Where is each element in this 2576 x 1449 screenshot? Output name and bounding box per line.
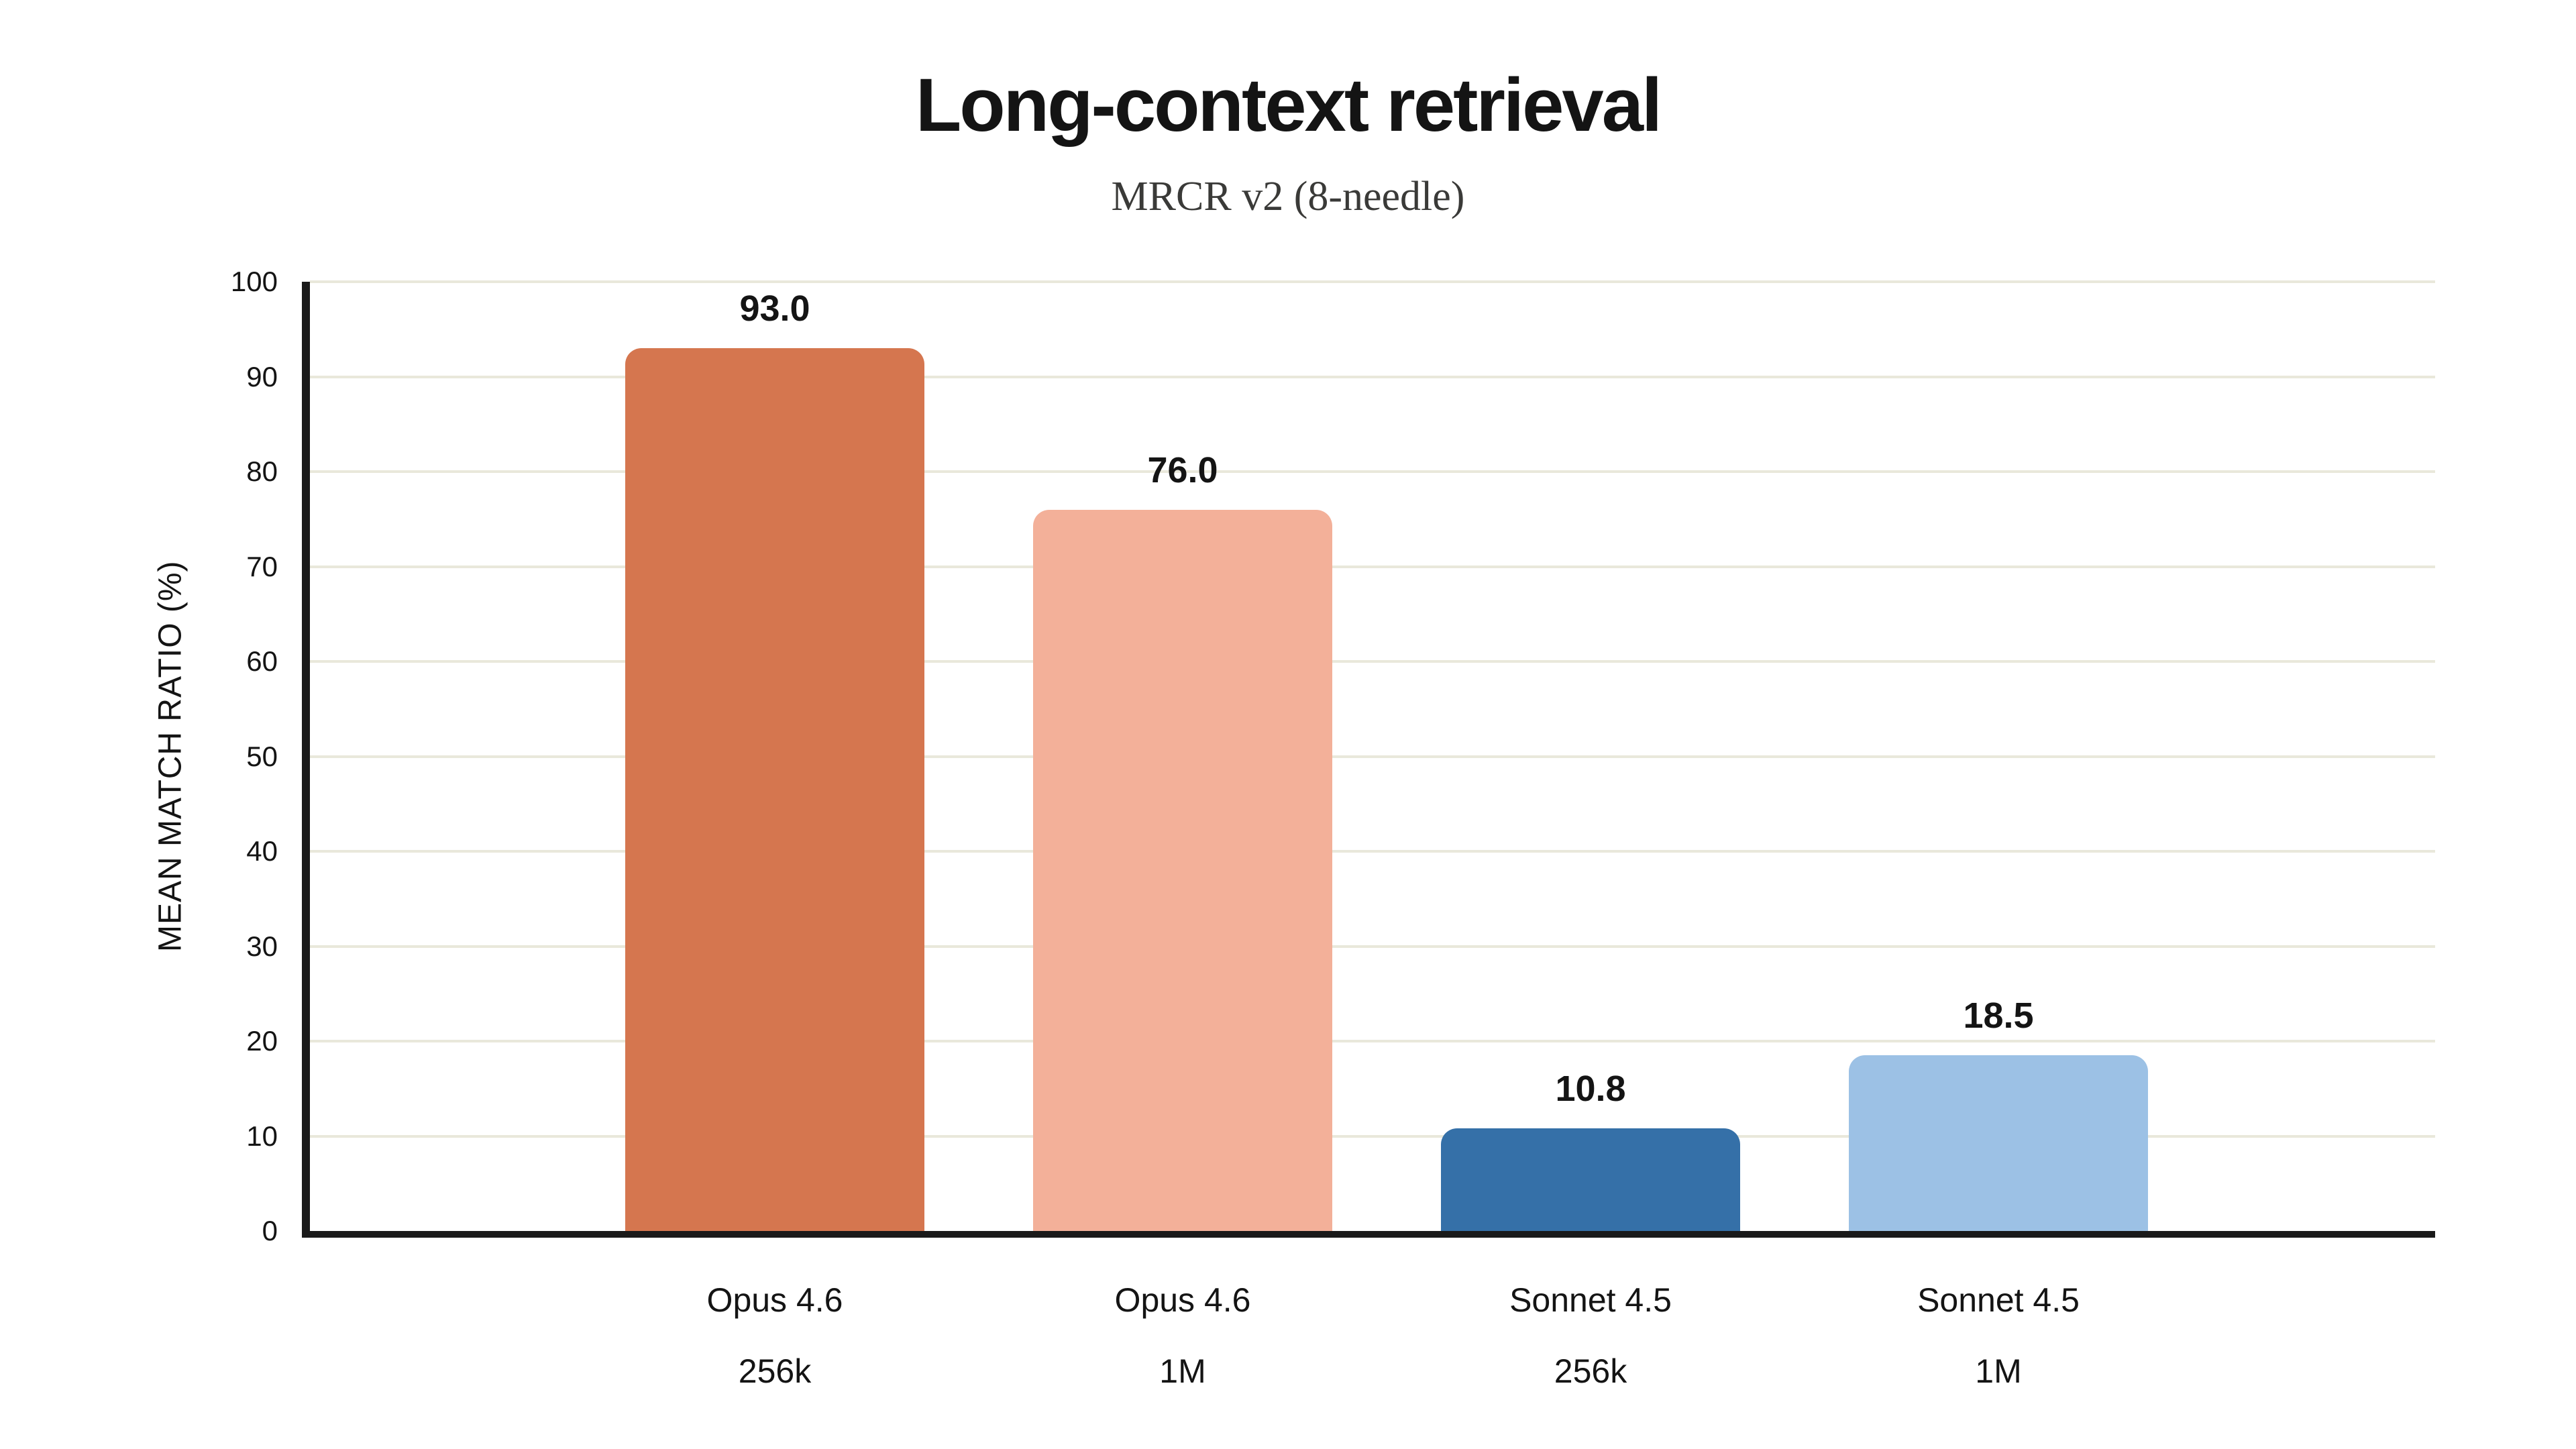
- plot-area: MEAN MATCH RATIO (%) 0 10 20 30 40 50 60 70 80 90…: [153, 268, 2435, 1388]
- x-tick-label: Sonnet 4.5 1M: [1849, 1283, 2148, 1388]
- y-tick-label: 100: [230, 266, 278, 297]
- gridline: [310, 565, 2435, 568]
- bar-value-label: 10.8: [1555, 1069, 1626, 1110]
- gridline: [310, 1134, 2435, 1138]
- gridline: [310, 945, 2435, 948]
- y-tick-label: 60: [246, 645, 278, 677]
- y-tick-label: 20: [246, 1025, 278, 1057]
- bar-value-label: 76.0: [1147, 449, 1218, 490]
- x-tick-category: Opus 4.6: [1114, 1281, 1251, 1319]
- x-tick-category: Sonnet 4.5: [1917, 1281, 2080, 1319]
- y-tick-label: 40: [246, 835, 278, 867]
- bar: [625, 348, 924, 1231]
- x-tick-context-size: 1M: [1159, 1352, 1206, 1390]
- gridline: [310, 660, 2435, 663]
- bar-value-label: 18.5: [1963, 996, 2034, 1036]
- gridline: [310, 470, 2435, 473]
- chart-title: Long-context retrieval: [915, 63, 1662, 147]
- gridline: [310, 755, 2435, 758]
- gridline: [310, 280, 2435, 283]
- y-tick-label: 30: [246, 930, 278, 962]
- gridline: [310, 375, 2435, 378]
- y-tick-label: 50: [246, 740, 278, 772]
- gridline: [310, 1040, 2435, 1042]
- y-tick-label: 10: [246, 1120, 278, 1152]
- y-tick-label: 80: [246, 455, 278, 487]
- bar-value-label: 93.0: [739, 288, 810, 329]
- bar: [1849, 1055, 2148, 1231]
- x-tick-label: Opus 4.6 256k: [625, 1283, 924, 1388]
- x-tick-context-size: 256k: [1554, 1352, 1627, 1390]
- x-tick-context-size: 256k: [738, 1352, 812, 1390]
- gridline: [310, 850, 2435, 853]
- x-tick-category: Opus 4.6: [706, 1281, 843, 1319]
- x-tick-context-size: 1M: [1975, 1352, 2022, 1390]
- chart-subtitle: MRCR v2 (8-needle): [1111, 174, 1465, 219]
- y-tick-label: 0: [262, 1215, 278, 1246]
- x-tick-category: Sonnet 4.5: [1509, 1281, 1672, 1319]
- x-tick-label: Sonnet 4.5 256k: [1441, 1283, 1740, 1388]
- bar: [1033, 509, 1332, 1231]
- y-tick-label: 90: [246, 360, 278, 392]
- x-tick-label: Opus 4.6 1M: [1033, 1283, 1332, 1388]
- bar: [1441, 1128, 1740, 1231]
- y-tick-label: 70: [246, 550, 278, 582]
